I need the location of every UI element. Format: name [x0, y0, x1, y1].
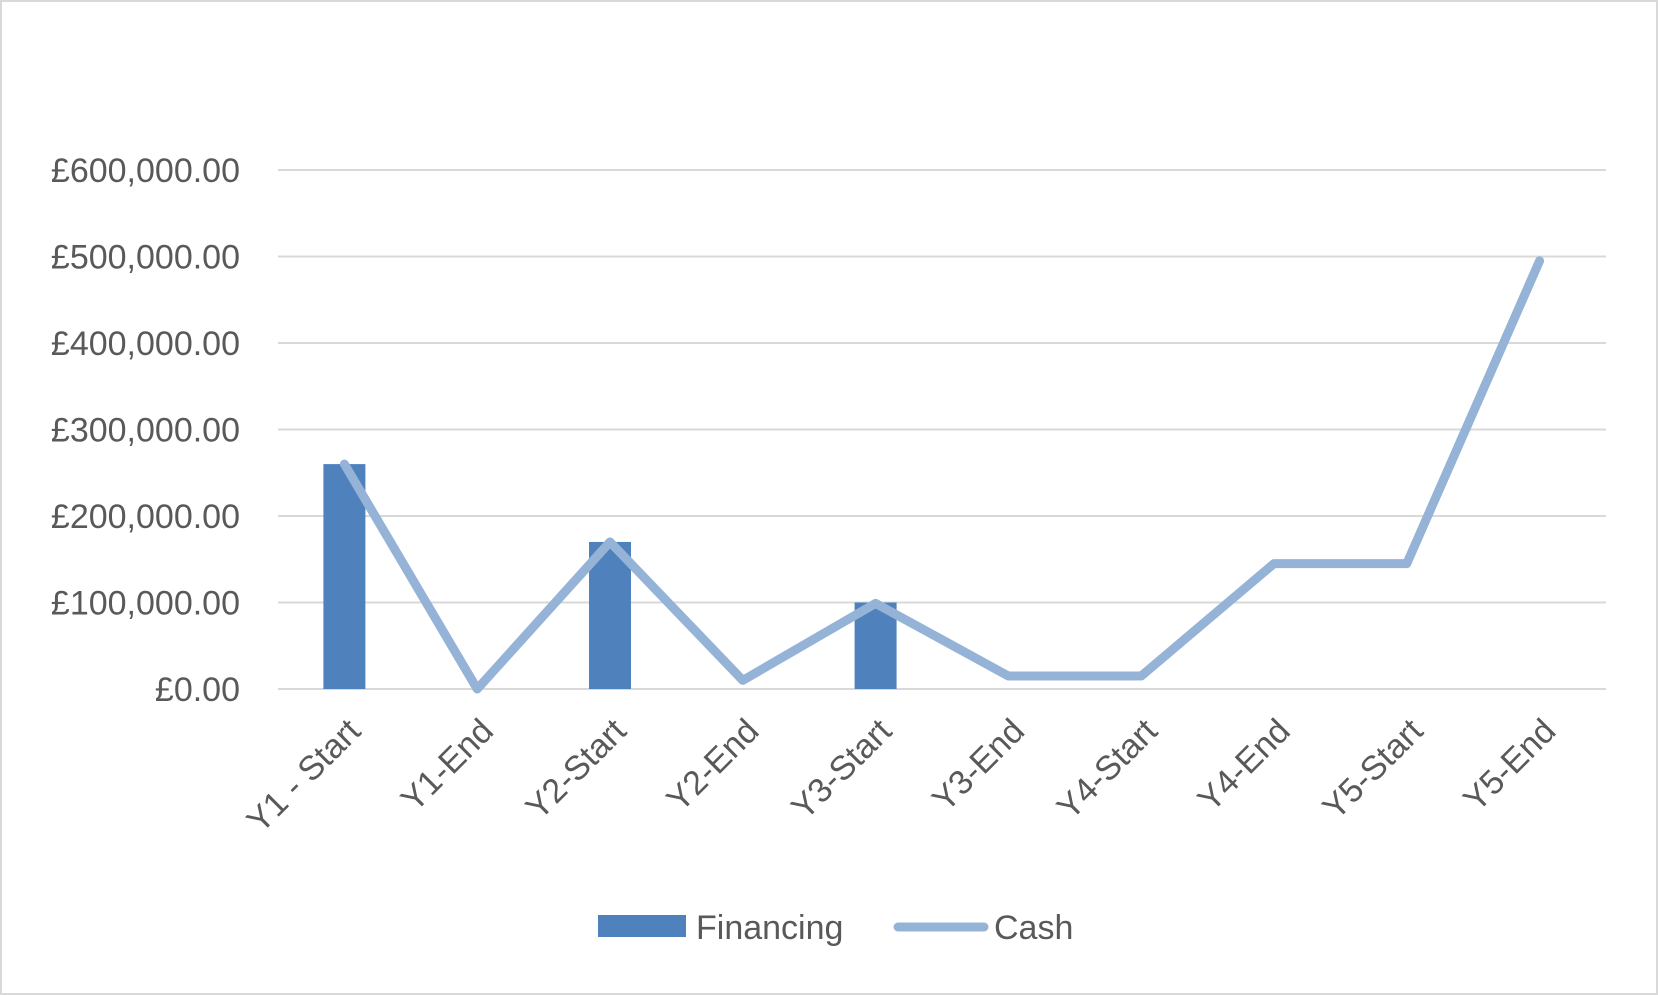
- y-tick-label: £600,000.00: [51, 152, 240, 190]
- x-tick-label: Y2-Start: [519, 711, 634, 826]
- x-tick-label: Y5-End: [1456, 712, 1563, 819]
- cash-point: [476, 688, 478, 690]
- cash-point: [1406, 563, 1408, 565]
- gridlines: [278, 169, 1606, 690]
- y-tick-label: £0.00: [155, 671, 240, 709]
- cash-point: [1539, 260, 1541, 262]
- x-tick-label: Y4-Start: [1050, 711, 1165, 826]
- x-tick-label: Y1 - Start: [240, 711, 369, 840]
- legend-cash-label: Cash: [994, 909, 1073, 947]
- x-tick-label: Y1-End: [394, 712, 501, 819]
- x-tick-label: Y3-End: [925, 712, 1032, 819]
- y-tick-label: £200,000.00: [51, 498, 240, 536]
- x-tick-label: Y2-End: [659, 712, 766, 819]
- cash-line-series: [339, 256, 1545, 694]
- cash-point: [875, 602, 877, 604]
- legend-financing-label: Financing: [696, 909, 843, 947]
- legend: Financing Cash: [598, 909, 1073, 947]
- financing-bar: [323, 464, 366, 689]
- y-tick-label: £400,000.00: [51, 325, 240, 363]
- x-tick-label: Y5-Start: [1315, 711, 1430, 826]
- x-tick-label: Y3-Start: [784, 711, 899, 826]
- financing-bar: [854, 602, 897, 689]
- cash-point: [742, 679, 744, 681]
- x-axis-tick-labels: Y1 - Start Y1-End Y2-Start Y2-End Y3-Start Y3…: [240, 711, 1564, 840]
- cash-point: [1140, 675, 1142, 677]
- y-tick-label: £100,000.00: [51, 585, 240, 623]
- cash-point: [343, 463, 345, 465]
- cash-point: [1007, 675, 1009, 677]
- financing-bars: [323, 464, 897, 689]
- cash-point: [1273, 563, 1275, 565]
- x-tick-label: Y4-End: [1191, 712, 1298, 819]
- y-axis-tick-labels: £0.00 £100,000.00 £200,000.00 £300,000.00 £4…: [51, 152, 240, 709]
- y-tick-label: £300,000.00: [51, 412, 240, 450]
- cash-point: [609, 541, 611, 543]
- y-tick-label: £500,000.00: [51, 239, 240, 277]
- financing-bar: [589, 541, 631, 689]
- legend-financing-swatch: [598, 915, 686, 937]
- cash-line: [339, 256, 1545, 694]
